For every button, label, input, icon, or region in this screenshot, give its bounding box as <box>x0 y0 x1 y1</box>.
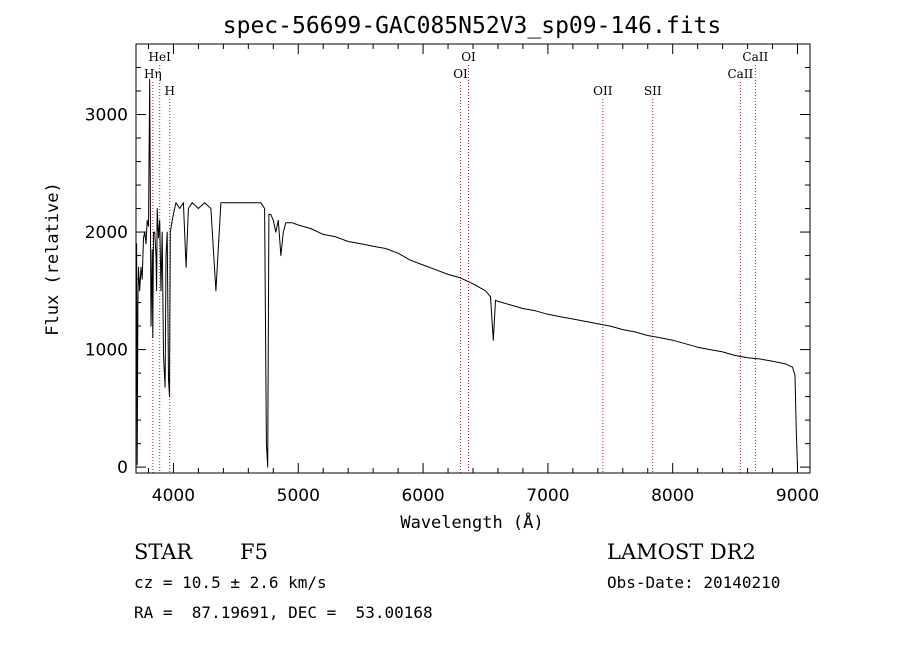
plot-frame <box>135 43 811 474</box>
line-marker-label: CaII <box>727 67 753 81</box>
observation-date: Obs-Date: 20140210 <box>607 573 781 592</box>
line-marker-label: Hη <box>144 67 162 81</box>
line-markers: HeI HηH OI OI OII SII CaII CaII <box>144 50 768 473</box>
coordinates: RA = 87.19691, DEC = 53.00168 <box>134 603 433 622</box>
x-tick-label: 5000 <box>277 486 320 506</box>
x-tick-label: 9000 <box>776 486 819 506</box>
y-tick-label: 2000 <box>85 223 128 243</box>
line-marker-label: SII <box>644 84 662 98</box>
object-class: STAR <box>134 540 193 564</box>
line-marker-label: H <box>164 84 174 98</box>
y-axis-label: Flux (relative) <box>43 182 63 336</box>
redshift-velocity: cz = 10.5 ± 2.6 km/s <box>134 573 327 592</box>
x-tick-label: 7000 <box>526 486 569 506</box>
survey-name: LAMOST DR2 <box>607 540 756 564</box>
line-marker-label: OI <box>453 67 468 81</box>
x-tick-label: 8000 <box>651 486 694 506</box>
object-subclass: F5 <box>240 540 268 564</box>
line-marker-label: OI <box>461 50 476 64</box>
y-tick-label: 0 <box>117 458 128 478</box>
x-tick-label: 6000 <box>401 486 444 506</box>
y-tick-label: 1000 <box>85 341 128 361</box>
x-axis-label: Wavelength (Å) <box>400 511 543 533</box>
axes: 4000 5000 6000 7000 8000 9000 0 1000 2000 3000 <box>85 43 819 506</box>
chart-title: spec-56699-GAC085N52V3_sp09-146.fits <box>223 13 722 39</box>
spectrum-line <box>135 78 798 468</box>
x-tick-label: 4000 <box>152 486 195 506</box>
y-tick-label: 3000 <box>85 106 128 126</box>
line-marker-label: HeI <box>149 50 172 64</box>
series <box>135 78 798 468</box>
line-marker-label: CaII <box>742 50 768 64</box>
line-marker-label: OII <box>593 84 613 98</box>
